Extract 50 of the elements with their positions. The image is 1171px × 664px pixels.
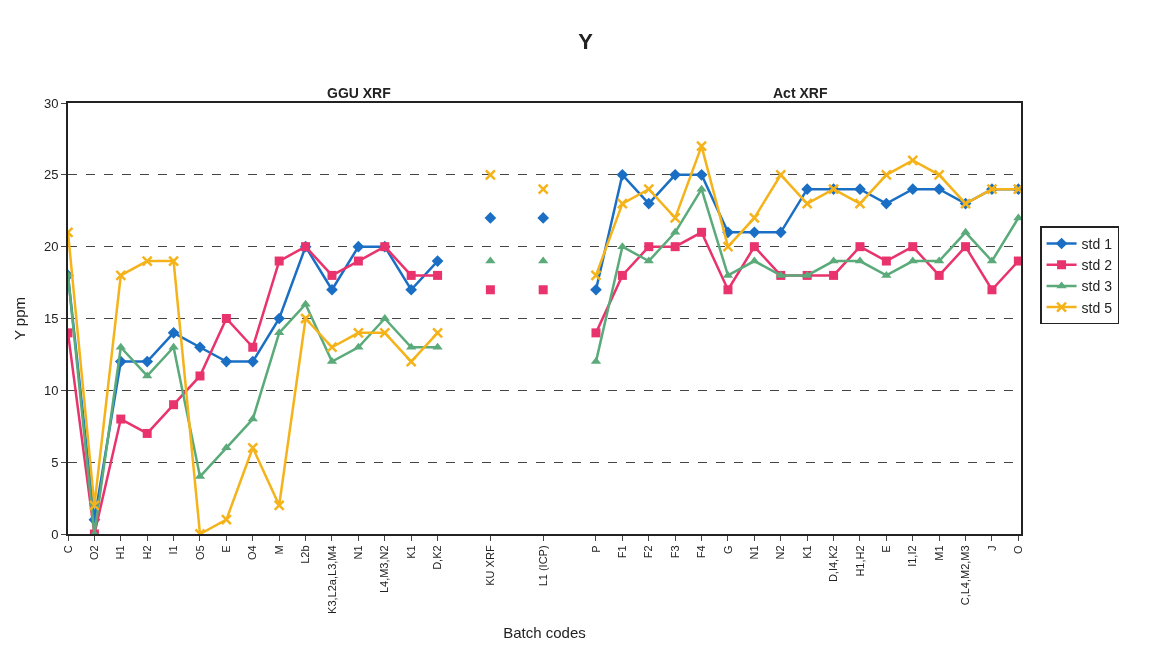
- x-tick-label: L4,M3,N2: [378, 545, 391, 594]
- x-tick-label: L1 (ICP): [536, 545, 549, 587]
- y-tick-label: 5: [51, 454, 59, 470]
- x-tick-label: K1: [404, 545, 417, 559]
- x-tick-label: G: [721, 545, 734, 554]
- y-tick-label: 0: [51, 526, 59, 542]
- x-tick-label: N1: [351, 545, 364, 560]
- x-tick-label: F2: [642, 545, 655, 559]
- y-tick-label: 10: [43, 382, 59, 398]
- x-tick-label: E: [219, 545, 232, 553]
- y-tick-label: 30: [43, 95, 59, 111]
- x-tick-label: C: [61, 545, 74, 554]
- x-tick-label: I1: [167, 545, 180, 555]
- x-tick-label: F4: [695, 545, 708, 559]
- x-tick-label: F1: [615, 545, 628, 559]
- legend-label: std 1: [1081, 235, 1113, 252]
- x-tick-label: H1: [114, 545, 127, 560]
- x-tick-label: M1: [932, 545, 945, 561]
- legend-label: std 3: [1081, 278, 1113, 295]
- x-tick-label: C,L4,M2,M3: [959, 545, 972, 606]
- x-axis-title: Batch codes: [503, 624, 586, 642]
- x-tick-label: N1: [747, 545, 760, 560]
- x-tick-label: P: [589, 545, 602, 553]
- y-axis-title: Y ppm: [10, 296, 28, 341]
- legend-label: std 5: [1081, 299, 1113, 316]
- x-tick-label: J: [985, 545, 998, 551]
- x-tick-label: O4: [246, 545, 259, 561]
- text: Act XRF: [773, 85, 828, 101]
- y-tick-label: 15: [43, 311, 59, 327]
- x-tick-label: M: [272, 545, 285, 555]
- x-tick-label: F3: [668, 545, 681, 559]
- x-tick-label: D,I4,K2: [827, 545, 840, 583]
- x-tick-label: O: [1011, 544, 1024, 554]
- legend-label: std 2: [1081, 257, 1113, 274]
- x-tick-label: O2: [87, 545, 100, 561]
- x-tick-label: I1,I2: [906, 545, 919, 567]
- text: GGU XRF: [327, 85, 392, 101]
- x-tick-label: L2b: [299, 545, 312, 564]
- x-tick-label: H1,H2: [853, 545, 866, 577]
- x-tick-label: K1: [800, 545, 813, 559]
- x-tick-label: D,K2: [431, 545, 444, 570]
- x-tick-label: K3,L2a,L3,M4: [325, 545, 338, 614]
- y-tick-label: 25: [43, 167, 59, 183]
- chart-title: Y: [578, 28, 594, 54]
- x-tick-label: H2: [140, 545, 153, 560]
- x-tick-label: O5: [193, 545, 206, 561]
- x-tick-label: N2: [774, 545, 787, 560]
- y-tick-label: 20: [43, 239, 59, 255]
- x-tick-label: KU XRF: [483, 545, 496, 586]
- x-tick-label: E: [879, 545, 892, 553]
